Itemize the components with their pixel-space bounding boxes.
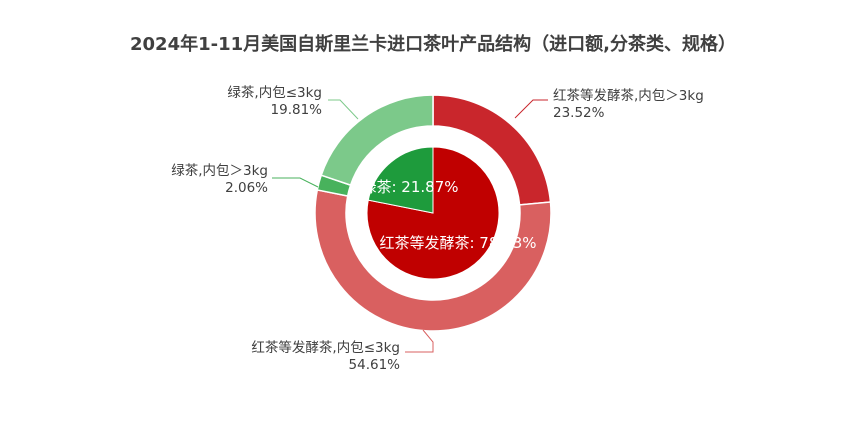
outer-label-pct-0: 23.52% bbox=[553, 105, 605, 121]
leader-line-3 bbox=[328, 99, 359, 120]
leader-line-2 bbox=[272, 177, 319, 188]
inner-label-green: 绿茶: 21.87% bbox=[361, 178, 458, 196]
outer-label-name-2: 绿茶,内包＞3kg bbox=[171, 163, 268, 179]
leader-line-1 bbox=[405, 329, 434, 353]
outer-slice-1 bbox=[314, 189, 552, 332]
chart-title: 2024年1-11月美国自斯里兰卡进口茶叶产品结构（进口额,分茶类、规格） bbox=[130, 34, 736, 55]
inner-label-red: 红茶等发酵茶: 78.13% bbox=[379, 234, 536, 252]
inner-slice-red bbox=[366, 146, 500, 280]
outer-label-name-1: 红茶等发酵茶,内包≤3kg bbox=[251, 339, 400, 356]
outer-label-name-3: 绿茶,内包≤3kg bbox=[227, 85, 322, 101]
outer-label-name-0: 红茶等发酵茶,内包＞3kg bbox=[553, 87, 704, 104]
outer-slice-3 bbox=[320, 94, 434, 187]
outer-label-pct-1: 54.61% bbox=[349, 357, 401, 373]
outer-label-pct-2: 2.06% bbox=[225, 180, 268, 196]
leader-line-0 bbox=[514, 99, 548, 119]
outer-label-pct-3: 19.81% bbox=[271, 102, 323, 118]
inner-slice-green bbox=[367, 146, 434, 214]
